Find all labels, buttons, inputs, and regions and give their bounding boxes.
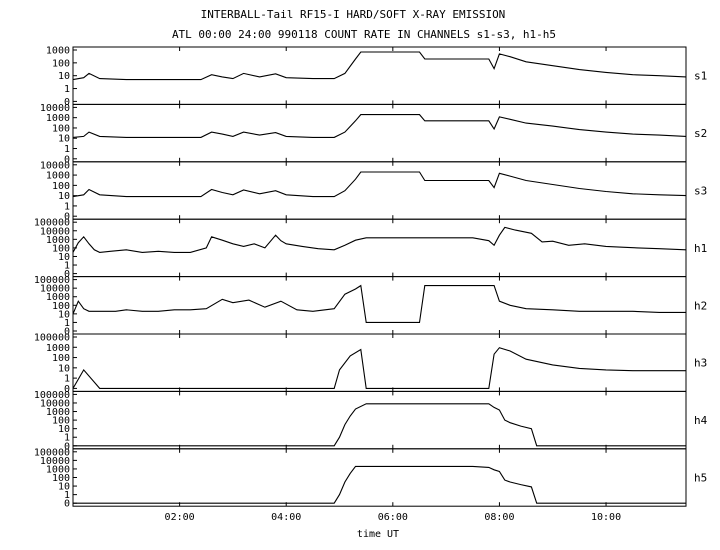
y-tick-label-h5: 100 bbox=[52, 473, 70, 484]
channel-label-s2: s2 bbox=[694, 127, 707, 140]
y-tick-label-h4: 1000 bbox=[46, 407, 70, 418]
y-tick-label-s1: 100 bbox=[52, 58, 70, 69]
y-tick-label-s2: 10 bbox=[58, 134, 70, 145]
y-tick-label-s3: 100 bbox=[52, 181, 70, 192]
y-tick-label-h2: 100 bbox=[52, 301, 70, 312]
y-tick-label-s3: 1 bbox=[64, 201, 70, 212]
y-tick-label-h2: 1 bbox=[64, 318, 70, 329]
panel-frame-h3 bbox=[72, 333, 687, 392]
channel-label-h4: h4 bbox=[694, 414, 708, 427]
x-tick-label: 04:00 bbox=[271, 512, 301, 523]
y-tick-label-h3: 100000 bbox=[34, 333, 70, 344]
y-tick-label-h1: 10000 bbox=[40, 226, 70, 237]
y-tick-label-s2: 0 bbox=[64, 154, 70, 165]
series-line-h4 bbox=[73, 403, 686, 447]
y-tick-label-h5: 100000 bbox=[34, 447, 70, 458]
channel-label-h2: h2 bbox=[694, 299, 707, 312]
y-tick-label-s3: 10000 bbox=[40, 160, 70, 171]
y-tick-label-s1: 1 bbox=[64, 84, 70, 95]
y-tick-label-s2: 100 bbox=[52, 123, 70, 134]
x-tick-label: 02:00 bbox=[165, 512, 195, 523]
channel-label-s3: s3 bbox=[694, 185, 707, 198]
y-tick-label-h3: 100 bbox=[52, 353, 70, 364]
y-tick-label-h2: 10000 bbox=[40, 284, 70, 295]
y-tick-label-h1: 100 bbox=[52, 243, 70, 254]
panel-frame-h5 bbox=[72, 448, 687, 507]
chart-subtitle: ATL 00:00 24:00 990118 COUNT RATE IN CHA… bbox=[172, 28, 556, 41]
chart-title: INTERBALL-Tail RF15-I HARD/SOFT X-RAY EM… bbox=[201, 8, 506, 21]
y-tick-label-s1: 1000 bbox=[46, 46, 70, 57]
y-tick-label-s2: 1000 bbox=[46, 113, 70, 124]
series-line-s3 bbox=[72, 171, 687, 198]
y-tick-label-h1: 0 bbox=[64, 269, 70, 280]
y-tick-label-h2: 100000 bbox=[34, 275, 70, 286]
panels: 10001001010s11000010001001010s2100001000… bbox=[34, 46, 708, 510]
y-tick-label-h5: 10 bbox=[58, 482, 70, 493]
y-tick-label-h5: 10000 bbox=[40, 456, 70, 467]
panel-frame-s1 bbox=[72, 46, 687, 105]
panel-frame-h2 bbox=[72, 276, 687, 335]
y-tick-label-h3: 10 bbox=[58, 363, 70, 374]
y-tick-label-s3: 0 bbox=[64, 212, 70, 223]
y-tick-label-s2: 1 bbox=[64, 144, 70, 155]
y-tick-label-h2: 0 bbox=[64, 327, 70, 338]
y-tick-label-h3: 1 bbox=[64, 374, 70, 385]
y-tick-label-h3: 1000 bbox=[46, 343, 70, 354]
y-tick-label-h1: 1 bbox=[64, 261, 70, 272]
y-tick-label-h1: 100000 bbox=[34, 218, 70, 229]
y-tick-label-h5: 1000 bbox=[46, 464, 70, 475]
y-tick-label-s2: 10000 bbox=[40, 103, 70, 114]
y-tick-label-h5: 1 bbox=[64, 490, 70, 501]
x-tick-label: 08:00 bbox=[484, 512, 514, 523]
x-tick-label: 06:00 bbox=[378, 512, 408, 523]
series-line-h3 bbox=[72, 347, 686, 389]
y-tick-label-s3: 1000 bbox=[46, 171, 70, 182]
y-tick-label-s3: 10 bbox=[58, 191, 70, 202]
y-tick-label-h1: 10 bbox=[58, 252, 70, 263]
channel-label-h5: h5 bbox=[694, 472, 707, 485]
y-tick-label-s1: 10 bbox=[58, 71, 70, 82]
x-axis: 02:00 04:00 06:00 08:00 10:00 bbox=[165, 512, 622, 523]
y-tick-label-h3: 0 bbox=[64, 384, 70, 395]
panel-frame-h1 bbox=[72, 218, 687, 278]
y-tick-label-h2: 1000 bbox=[46, 292, 70, 303]
channel-label-h3: h3 bbox=[694, 357, 707, 370]
x-axis-label: time UT bbox=[357, 529, 399, 540]
series-line-h5 bbox=[73, 465, 686, 504]
y-tick-label-h4: 100 bbox=[52, 416, 70, 427]
series-line-h1 bbox=[72, 226, 687, 253]
series-line-s1 bbox=[72, 51, 687, 81]
x-tick-label: 10:00 bbox=[591, 512, 621, 523]
panel-frame-s2 bbox=[72, 103, 687, 163]
series-line-h2 bbox=[72, 284, 686, 323]
y-tick-label-h4: 10 bbox=[58, 424, 70, 435]
panel-frame-h4 bbox=[72, 390, 687, 450]
channel-label-s1: s1 bbox=[694, 70, 707, 83]
y-tick-label-h4: 100000 bbox=[34, 390, 70, 401]
y-tick-label-h5: 0 bbox=[64, 499, 70, 510]
y-tick-label-s1: 0 bbox=[64, 97, 70, 108]
y-tick-label-h4: 1 bbox=[64, 433, 70, 444]
channel-label-h1: h1 bbox=[694, 242, 707, 255]
y-tick-label-h1: 1000 bbox=[46, 235, 70, 246]
series-line-s2 bbox=[72, 114, 687, 138]
y-tick-label-h4: 0 bbox=[64, 441, 70, 452]
y-tick-label-h2: 10 bbox=[58, 309, 70, 320]
y-tick-label-h4: 10000 bbox=[40, 398, 70, 409]
